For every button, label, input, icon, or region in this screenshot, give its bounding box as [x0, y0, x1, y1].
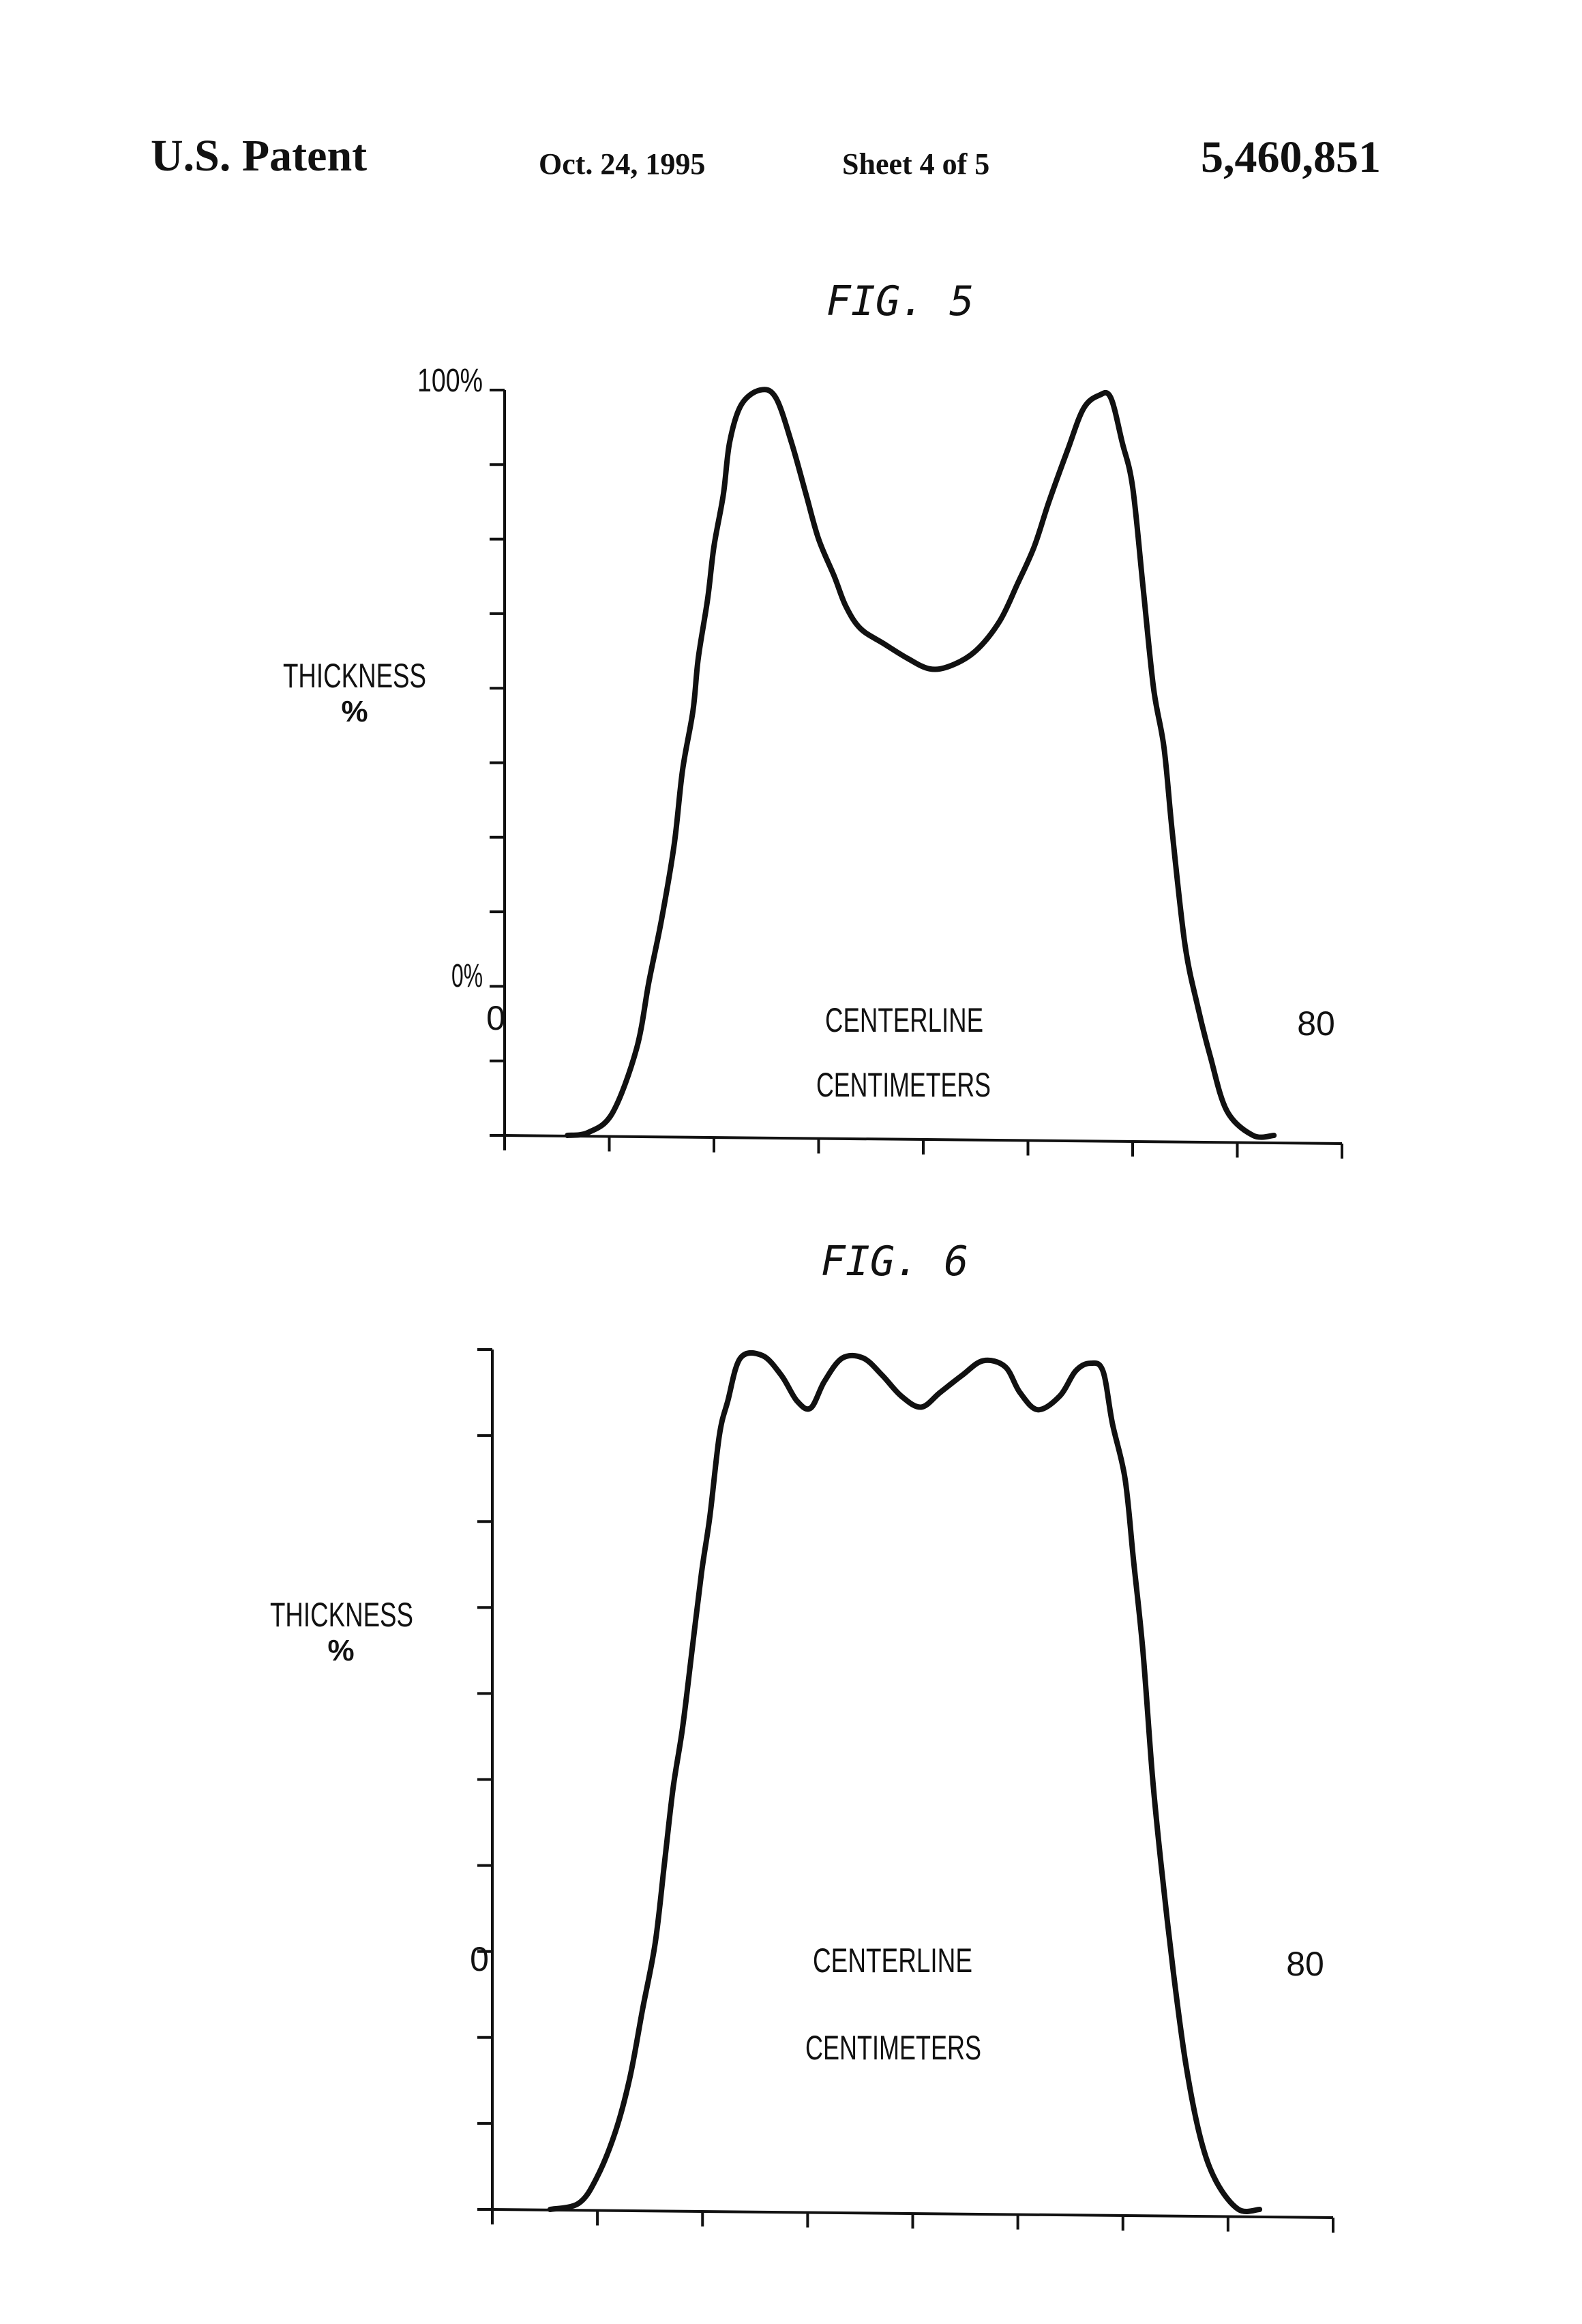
y-tick-label-max: 100%: [417, 363, 483, 399]
patent-header-label: U.S. Patent: [151, 131, 367, 181]
x-axis-label: CENTIMETERS: [805, 2029, 981, 2067]
y-tick-label-min: 0%: [451, 958, 483, 994]
fig6-chart: FIG. 6 THICKNESS % 0 80 CENTERLINE CENTI…: [270, 1238, 1334, 2233]
y-axis-label: THICKNESS: [270, 1596, 413, 1634]
chart-title: FIG. 6: [821, 1238, 969, 1285]
x-tick-label-max: 80: [1297, 1004, 1335, 1043]
thickness-profile-line: [565, 387, 1277, 1140]
x-axis-label: CENTIMETERS: [816, 1066, 991, 1104]
x-tick-label-min: 0: [470, 1940, 489, 1978]
centerline-label: CENTERLINE: [813, 1941, 972, 1980]
y-axis-unit: %: [341, 695, 368, 728]
thickness-profile-line: [547, 1350, 1263, 2214]
x-tick-label-max: 80: [1286, 1945, 1324, 1983]
y-axis-unit: %: [327, 1634, 354, 1667]
chart-title: FIG. 5: [826, 278, 974, 325]
x-tick-label-min: 0: [486, 999, 505, 1037]
y-axis-label: THICKNESS: [283, 657, 426, 695]
centerline-label: CENTERLINE: [825, 1001, 983, 1039]
patent-date: Oct. 24, 1995: [539, 147, 705, 181]
fig5-chart: FIG. 5 THICKNESS % 100% 0% 0 80 CENTERLI…: [283, 278, 1343, 1159]
sheet-number: Sheet 4 of 5: [842, 147, 989, 181]
patent-number: 5,460,851: [1201, 132, 1381, 182]
